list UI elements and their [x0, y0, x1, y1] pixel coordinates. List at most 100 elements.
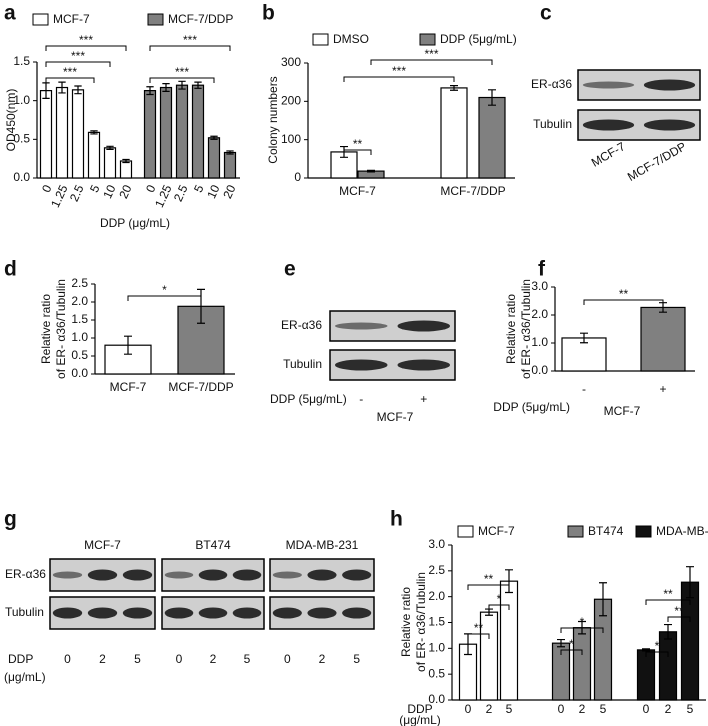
x-tick-label: 5 — [687, 702, 694, 716]
lane-label: 2 — [99, 652, 106, 666]
significance-bracket — [560, 627, 604, 633]
y-axis-label: Colony numbers — [266, 76, 280, 163]
error-bar — [450, 85, 458, 91]
significance-label: ** — [674, 604, 684, 618]
y-axis-label: of ER- α36/Tubulin — [519, 279, 533, 379]
y-tick-label: 0.5 — [428, 666, 445, 680]
legend-label: DDP (5μg/mL) — [440, 32, 517, 46]
condition-label: (μg/mL) — [4, 670, 46, 684]
bar — [658, 631, 678, 701]
blot-band — [643, 119, 696, 131]
x-tick-label: 20 — [220, 182, 238, 200]
error-bar — [58, 81, 66, 94]
x-tick-label: 2 — [579, 702, 586, 716]
lane-label: MCF-7/DDP — [625, 139, 689, 184]
error-bar — [367, 169, 375, 173]
blot-band — [52, 607, 83, 619]
significance-label: *** — [63, 65, 77, 79]
bar — [561, 337, 607, 372]
y-tick-label: 2.0 — [428, 589, 445, 603]
error-bar — [106, 145, 114, 150]
significance-label: *** — [79, 33, 93, 47]
significance-bracket — [488, 604, 510, 610]
panel-letter: d — [4, 258, 17, 281]
lane-label: MCF-7 — [589, 139, 628, 170]
y-tick-label: 0.0 — [428, 692, 445, 706]
y-tick-label: 1.5 — [428, 615, 445, 629]
error-bar — [194, 81, 202, 89]
significance-bracket — [45, 45, 127, 51]
y-tick-label: 3.0 — [428, 537, 445, 551]
significance-bracket — [127, 295, 202, 301]
bar — [55, 86, 69, 179]
error-bar — [210, 135, 218, 140]
blot-band — [198, 607, 228, 619]
error-bar — [122, 158, 130, 164]
y-tick-label: 200 — [281, 94, 301, 108]
significance-bracket — [45, 61, 111, 67]
significance-label: *** — [183, 33, 197, 47]
y-tick-label: 100 — [281, 132, 301, 146]
panel-letter: c — [540, 2, 552, 25]
bar — [572, 627, 592, 701]
significance-label: *** — [71, 49, 85, 63]
blot-band — [272, 607, 302, 619]
error-bar — [557, 638, 565, 648]
bar — [207, 137, 221, 179]
panel-letter: b — [262, 2, 275, 25]
x-axis-label: (μg/mL) — [399, 713, 441, 726]
group-label: MCF-7 — [84, 538, 121, 552]
significance-label: *** — [424, 47, 438, 61]
lane-label: 0 — [284, 652, 291, 666]
x-tick-label: 5 — [506, 702, 513, 716]
legend-label: MCF-7/DDP — [168, 12, 233, 26]
lane-label: 5 — [353, 652, 360, 666]
bar — [175, 84, 189, 179]
error-bar — [146, 86, 154, 96]
blot-band — [52, 571, 83, 579]
legend-swatch — [457, 525, 474, 538]
x-tick-label: 5 — [600, 702, 607, 716]
x-tick-label: 0 — [558, 702, 565, 716]
lane-label: 5 — [134, 652, 141, 666]
significance-bracket — [370, 59, 493, 65]
x-tick-label: 10 — [100, 182, 118, 200]
x-tick-label: 2 — [486, 702, 493, 716]
condition-label: DDP — [8, 652, 33, 666]
error-bar — [74, 85, 82, 95]
lane-label: 5 — [244, 652, 251, 666]
x-axis-label: DDP (5μg/mL) — [493, 400, 570, 414]
blot-band — [232, 607, 262, 619]
significance-bracket — [149, 45, 231, 51]
y-tick-label: 0.0 — [71, 366, 88, 380]
y-tick-label: 2.5 — [428, 563, 445, 577]
bar — [640, 306, 686, 372]
bar — [223, 151, 237, 179]
x-tick-label: - — [582, 382, 586, 396]
y-tick-label: 2.5 — [71, 276, 88, 290]
bar — [636, 649, 656, 701]
error-bar — [162, 83, 170, 92]
group-label: BT474 — [195, 538, 231, 552]
y-tick-label: 0 — [294, 170, 301, 184]
y-tick-label: 0.5 — [71, 348, 88, 362]
group-label: MCF-7 — [377, 410, 414, 424]
legend-label: MCF-7 — [53, 12, 90, 26]
y-axis-label: Relative ratio — [399, 587, 413, 657]
significance-bracket — [645, 651, 669, 657]
legend-label: MCF-7 — [478, 524, 515, 538]
row-label: ER-α36 — [5, 567, 46, 581]
blot-band — [335, 359, 388, 371]
bar — [103, 147, 117, 179]
y-axis-label: of ER- α36/Tubulin — [414, 572, 428, 672]
blot-band — [335, 322, 388, 330]
lane-label: 2 — [210, 652, 217, 666]
legend-swatch — [32, 13, 49, 26]
blot-band — [643, 79, 696, 91]
significance-label: ** — [474, 621, 484, 635]
x-tick-label: 0 — [465, 702, 472, 716]
x-tick-label: 10 — [204, 182, 222, 200]
x-tick-label: 2 — [665, 702, 672, 716]
blot-band — [397, 359, 450, 371]
